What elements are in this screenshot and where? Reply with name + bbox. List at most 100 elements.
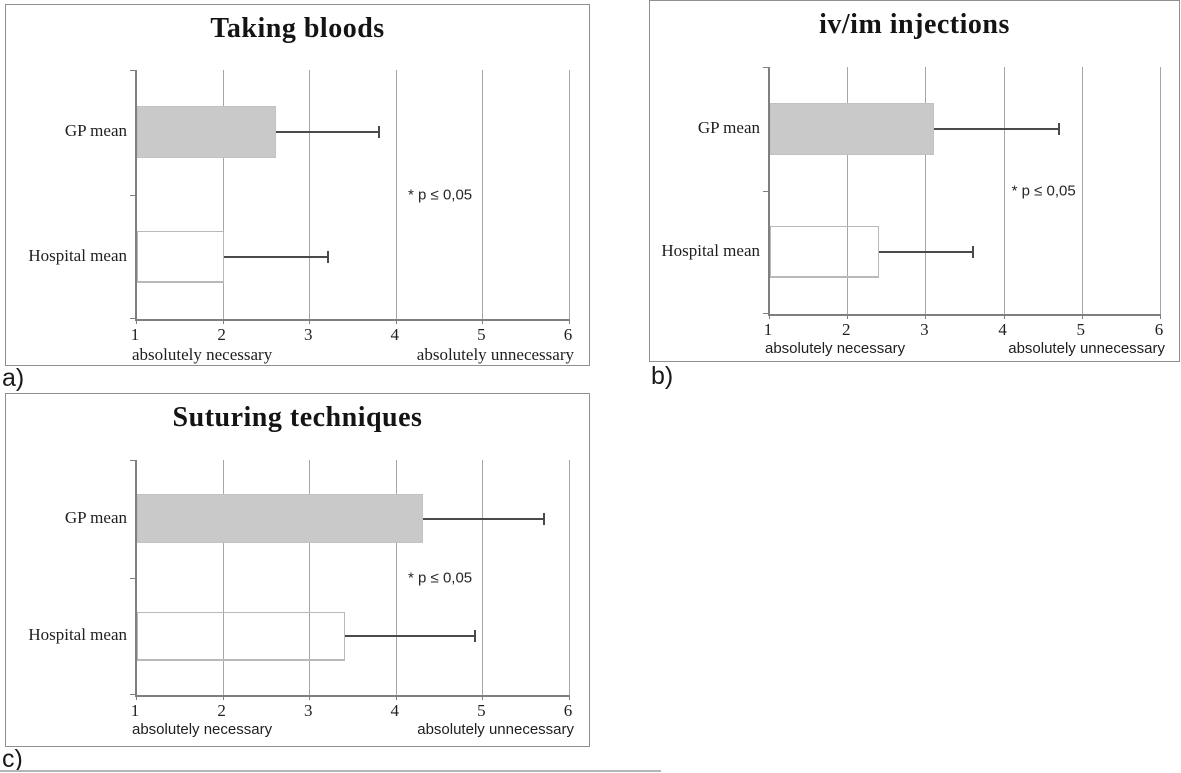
bar-hospital — [137, 231, 224, 283]
chart-panel-suturing-techniques: Suturing techniques GP mean Hospital mean… — [5, 393, 590, 747]
x-axis-tick-4 — [395, 319, 397, 324]
gridline-x-2 — [222, 70, 224, 319]
x-tick-label-3: 3 — [303, 701, 313, 720]
x-axis-tick-6 — [569, 319, 570, 324]
x-axis-label-right: absolutely unnecessary — [1008, 340, 1165, 357]
x-tick-label-2: 2 — [217, 325, 226, 344]
category-label-hospital: Hospital mean — [28, 625, 127, 644]
chart-panel-taking-bloods: Taking bloods GP mean Hospital mean * p ≤ … — [5, 4, 590, 366]
x-tick-label-2: 2 — [217, 701, 226, 720]
x-axis-tick-3 — [925, 314, 927, 319]
bar-hospital — [137, 612, 345, 661]
x-axis-tick-6 — [569, 695, 570, 700]
category-axis-tick-1 — [130, 578, 137, 579]
x-axis-tick-5 — [482, 695, 484, 700]
error-bar-hospital — [224, 256, 328, 258]
category-label-gp: GP mean — [697, 118, 760, 137]
gridline-x-3 — [925, 67, 927, 314]
gridline-x-6 — [1160, 67, 1161, 314]
plot-area: GP mean Hospital mean * p ≤ 0,05 — [28, 70, 570, 324]
bar-gp — [137, 494, 423, 543]
error-bar-cap-gp — [1058, 123, 1060, 135]
chart-panel-iv-im-injections: iv/im injections GP mean Hospital mean * p… — [649, 0, 1180, 362]
x-tick-label-5: 5 — [1076, 320, 1086, 339]
x-axis-tick-5 — [1081, 314, 1083, 319]
x-tick-label-4: 4 — [390, 701, 400, 720]
x-axis-tick-2 — [847, 314, 849, 319]
category-axis-tick-0 — [130, 460, 137, 461]
bar-gp — [770, 103, 934, 155]
x-tick-label-6: 6 — [1154, 320, 1164, 339]
x-axis-tick-6 — [1160, 314, 1161, 319]
gridline-x-4 — [395, 460, 397, 695]
x-tick-label-1: 1 — [130, 701, 140, 720]
panel-label-c: c) — [2, 745, 23, 773]
x-tick-label-1: 1 — [130, 325, 140, 344]
chart-title: Suturing techniques — [172, 402, 423, 433]
x-axis-label-left: absolutely necessary — [132, 721, 273, 738]
category-axis-tick-0 — [130, 70, 137, 71]
error-bar-hospital — [879, 251, 973, 253]
x-tick-label-6: 6 — [563, 701, 573, 720]
p-value-annotation: * p ≤ 0,05 — [408, 569, 473, 586]
chart-title: iv/im injections — [819, 9, 1010, 40]
error-bar-gp — [934, 128, 1059, 130]
x-tick-label-6: 6 — [563, 325, 573, 344]
x-axis-tick-2 — [222, 319, 224, 324]
x-tick-label-1: 1 — [763, 320, 773, 339]
gridline-x-5 — [482, 70, 484, 319]
error-bar-hospital — [345, 635, 475, 637]
x-axis-label-right: absolutely unnecessary — [416, 345, 574, 364]
category-label-hospital: Hospital mean — [661, 241, 760, 260]
x-tick-label-3: 3 — [303, 325, 313, 344]
gridline-x-6 — [569, 460, 570, 695]
x-tick-label-3: 3 — [920, 320, 929, 339]
p-value-annotation: * p ≤ 0,05 — [408, 186, 473, 203]
x-axis-label-left: absolutely necessary — [132, 345, 273, 364]
bar-gp — [137, 106, 276, 158]
gridline-x-3 — [309, 460, 311, 695]
x-tick-label-4: 4 — [390, 325, 400, 344]
x-tick-label-5: 5 — [477, 325, 486, 344]
figure-bottom-rule — [0, 770, 661, 772]
error-bar-gp — [423, 518, 544, 520]
chart-title: Taking bloods — [210, 13, 385, 44]
category-label-gp: GP mean — [64, 121, 127, 140]
x-axis-tick-5 — [482, 319, 484, 324]
error-bar-cap-gp — [378, 126, 380, 138]
gridline-x-4 — [395, 70, 397, 319]
gridline-x-2 — [847, 67, 849, 314]
gridline-x-3 — [309, 70, 311, 319]
gridline-x-5 — [1081, 67, 1083, 314]
x-axis-tick-3 — [309, 319, 311, 324]
error-bar-gp — [276, 131, 380, 133]
category-axis-tick-1 — [130, 195, 137, 196]
x-axis-tick-1 — [136, 695, 137, 700]
gridline-x-5 — [482, 460, 484, 695]
x-tick-label-4: 4 — [998, 320, 1007, 339]
x-axis-tick-3 — [309, 695, 311, 700]
x-axis-label-right: absolutely unnecessary — [417, 721, 574, 738]
category-axis-tick-1 — [763, 191, 770, 192]
error-bar-cap-gp — [543, 513, 545, 525]
plot-area: GP mean Hospital mean * p ≤ 0,05 — [661, 67, 1161, 319]
error-bar-cap-hospital — [474, 630, 476, 642]
x-axis-tick-4 — [395, 695, 397, 700]
x-axis-tick-1 — [769, 314, 770, 319]
x-tick-label-5: 5 — [477, 701, 486, 720]
category-label-gp: GP mean — [64, 508, 127, 527]
x-axis-tick-1 — [136, 319, 137, 324]
panel-label-b: b) — [651, 362, 674, 390]
error-bar-cap-hospital — [327, 251, 329, 263]
gridline-x-6 — [569, 70, 570, 319]
category-axis-tick-2 — [763, 313, 770, 314]
plot-area: GP mean Hospital mean * p ≤ 0,05 — [28, 460, 570, 700]
panel-label-a: a) — [2, 364, 25, 392]
gridline-x-4 — [1003, 67, 1005, 314]
gridline-x-2 — [222, 460, 224, 695]
x-axis-label-left: absolutely necessary — [765, 340, 906, 357]
bar-hospital — [770, 226, 879, 278]
x-tick-label-2: 2 — [841, 320, 851, 339]
x-axis-tick-2 — [222, 695, 224, 700]
